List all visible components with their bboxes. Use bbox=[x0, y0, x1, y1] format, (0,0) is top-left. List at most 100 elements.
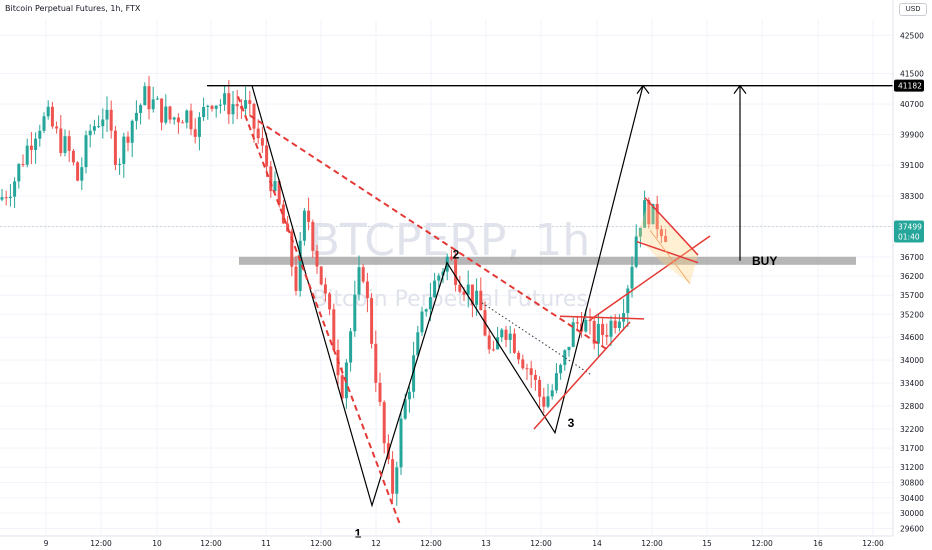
candle-body bbox=[470, 284, 474, 305]
candle-body bbox=[42, 116, 46, 131]
y-tick-label: 36700 bbox=[900, 253, 924, 262]
y-tick-label: 32800 bbox=[900, 402, 924, 411]
candle-body bbox=[609, 320, 613, 337]
countdown-label: 01:40 bbox=[898, 232, 920, 241]
candle-body bbox=[160, 98, 164, 123]
candle-body bbox=[395, 467, 399, 494]
x-tick-label: 16 bbox=[813, 539, 823, 548]
candle-body bbox=[533, 375, 537, 380]
candle-body bbox=[391, 459, 395, 494]
y-tick-label: 32200 bbox=[900, 425, 924, 434]
candle-body bbox=[92, 126, 96, 131]
candle-body bbox=[252, 103, 256, 129]
candle-body bbox=[521, 359, 525, 369]
candle-body bbox=[592, 320, 596, 344]
y-tick-label: 38300 bbox=[900, 192, 924, 201]
price-axis[interactable]: 4250041500407003990039100383003750036700… bbox=[892, 0, 932, 550]
candle-body bbox=[55, 126, 59, 129]
resistance-price-label: 41182 bbox=[898, 82, 922, 91]
buy-annotation: BUY bbox=[752, 254, 777, 268]
candle-body bbox=[139, 105, 143, 113]
candle-body bbox=[248, 100, 252, 104]
candle-body bbox=[399, 418, 403, 468]
y-tick-label: 33400 bbox=[900, 379, 924, 388]
y-tick-label: 30400 bbox=[900, 494, 924, 503]
y-tick-label: 31700 bbox=[900, 444, 924, 453]
candle-body bbox=[105, 109, 109, 120]
candle-body bbox=[319, 266, 323, 285]
candle-body bbox=[323, 284, 327, 294]
candle-body bbox=[38, 130, 42, 139]
candle-body bbox=[256, 128, 260, 139]
candle-body bbox=[273, 181, 277, 192]
candle-body bbox=[445, 256, 449, 272]
candle-body bbox=[29, 145, 33, 150]
candle-body bbox=[231, 104, 235, 115]
x-tick-label: 12:00 bbox=[530, 539, 552, 548]
candle-body bbox=[143, 86, 147, 106]
candle-body bbox=[260, 138, 264, 146]
y-tick-label: 39900 bbox=[900, 131, 924, 140]
x-tick-label: 14 bbox=[592, 539, 602, 548]
drawings bbox=[207, 84, 893, 525]
candle-body bbox=[508, 333, 512, 340]
candle-body bbox=[151, 99, 155, 110]
candle-body bbox=[168, 106, 172, 120]
candle-body bbox=[84, 135, 88, 168]
candle-body bbox=[189, 110, 193, 130]
candle-body bbox=[596, 323, 600, 344]
candle-body bbox=[462, 291, 466, 295]
y-tick-label: 39100 bbox=[900, 161, 924, 170]
candle-body bbox=[181, 122, 185, 124]
candle-body bbox=[651, 203, 655, 225]
grid bbox=[0, 20, 893, 536]
x-tick-label: 12:00 bbox=[90, 539, 112, 548]
last-price-label: 37499 bbox=[898, 222, 922, 231]
resistance-price-badge bbox=[894, 79, 924, 92]
candle-body bbox=[382, 402, 386, 444]
candle-body bbox=[332, 309, 336, 350]
candle-body bbox=[34, 138, 38, 150]
candle-body bbox=[454, 259, 458, 285]
candle-body bbox=[353, 294, 357, 332]
time-axis[interactable]: 9 12:00 10 12:00 11 12:00 12 12:00 13 12:00 14 12:0… bbox=[0, 535, 893, 548]
candle-body bbox=[206, 105, 210, 107]
buy-zone-band bbox=[239, 256, 856, 265]
candle-body bbox=[88, 130, 92, 136]
y-tick-label: 42500 bbox=[900, 31, 924, 40]
x-tick-label: 9 bbox=[44, 539, 49, 548]
candle-body bbox=[479, 290, 483, 311]
candle-body bbox=[130, 120, 134, 143]
candle-body bbox=[491, 349, 495, 351]
flag-area bbox=[637, 203, 698, 284]
candle-body bbox=[542, 396, 546, 407]
candle-body bbox=[235, 104, 239, 107]
y-tick-label: 35200 bbox=[900, 310, 924, 319]
candle-body bbox=[126, 136, 130, 143]
x-tick-label: 12:00 bbox=[200, 539, 222, 548]
candle-body bbox=[525, 368, 529, 370]
candle-body bbox=[311, 221, 315, 251]
candle-body bbox=[630, 266, 634, 289]
candle-body bbox=[134, 112, 138, 121]
candle-body bbox=[512, 333, 516, 353]
dashed-trendline-shallow bbox=[249, 114, 607, 350]
candle-body bbox=[638, 227, 642, 237]
candle-body bbox=[197, 117, 201, 137]
candle-body bbox=[433, 280, 437, 298]
candle-body bbox=[307, 210, 311, 222]
candle-body bbox=[550, 390, 554, 397]
candle-body bbox=[567, 346, 571, 351]
candle-body bbox=[50, 106, 54, 127]
support-line bbox=[533, 321, 631, 430]
candle-body bbox=[109, 109, 113, 131]
pattern-label-3: 3 bbox=[568, 416, 575, 430]
dashed-trendline-steep bbox=[237, 96, 401, 525]
y-tick-label: 34000 bbox=[900, 356, 924, 365]
candle-body bbox=[147, 86, 151, 110]
pattern-labels: 1 2 3 BUY bbox=[355, 248, 778, 541]
currency-button[interactable]: USD bbox=[899, 3, 927, 16]
candle-body bbox=[328, 293, 332, 310]
candle-body bbox=[265, 145, 269, 167]
